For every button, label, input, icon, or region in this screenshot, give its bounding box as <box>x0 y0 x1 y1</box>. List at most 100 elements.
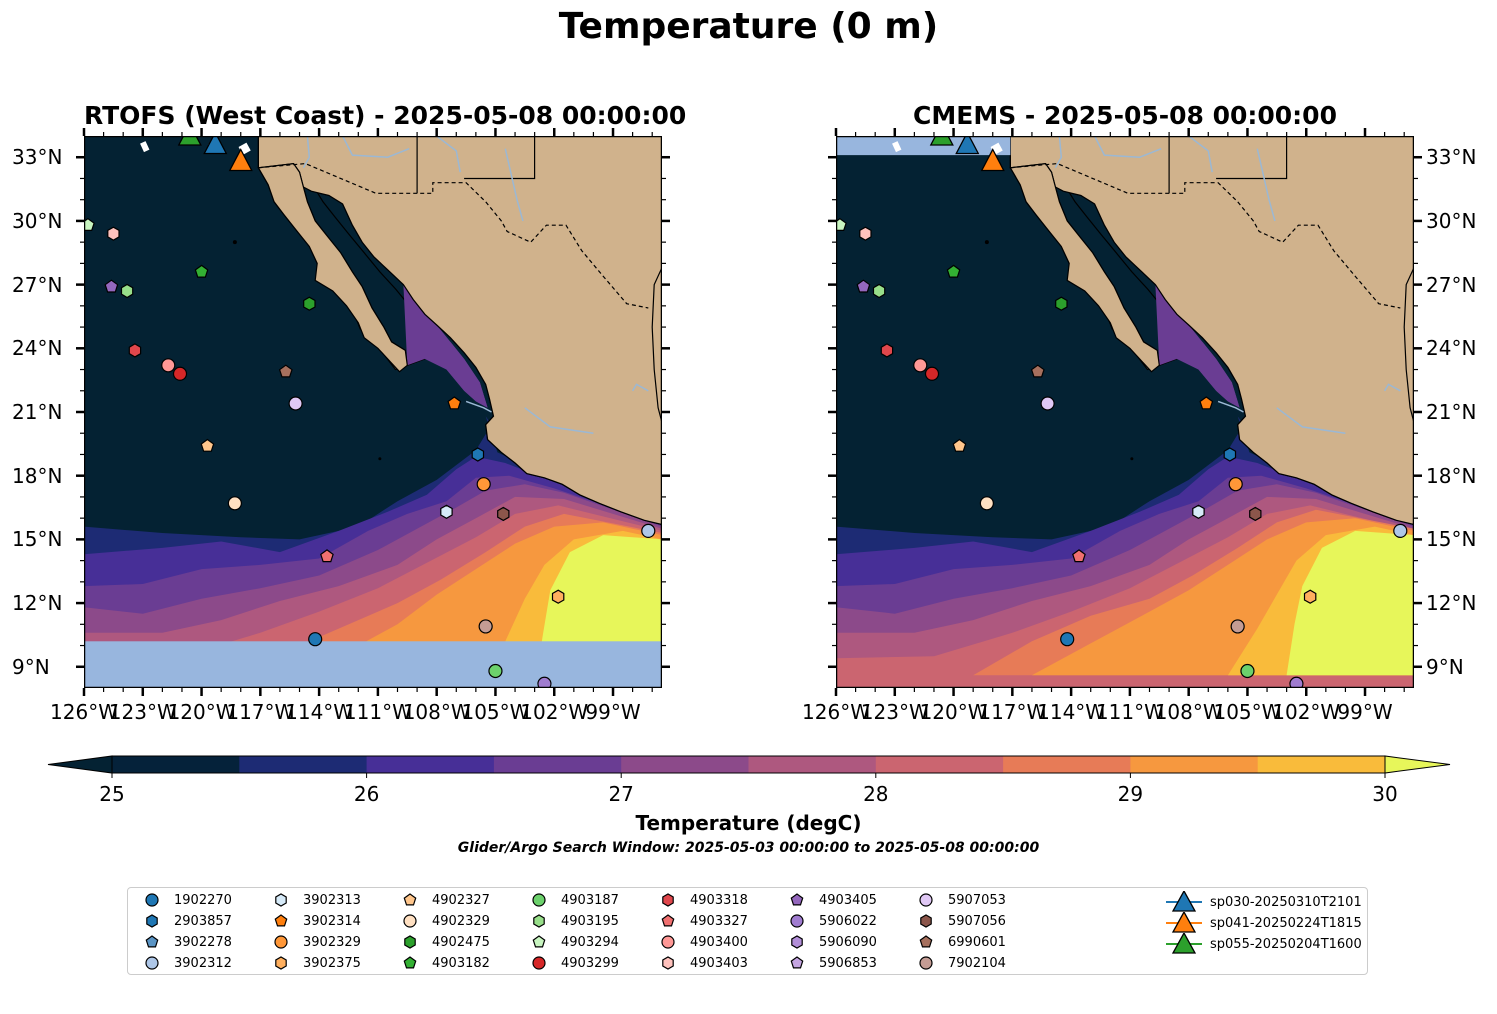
float-4903318 <box>880 343 894 358</box>
float-5907056 <box>1249 506 1262 522</box>
float-6990601 <box>278 364 293 378</box>
float-5906022 <box>1289 676 1304 688</box>
lat-label: 27°N <box>12 272 63 297</box>
float-4903187 <box>1240 663 1255 679</box>
lon-label: 108°W <box>1154 700 1223 724</box>
lat-label: 15°N <box>12 527 63 552</box>
float-5906022 <box>537 676 552 688</box>
legend-item-4903195: 4903195 <box>525 913 619 929</box>
float-3902375 <box>551 589 565 604</box>
legend-marker <box>532 893 546 907</box>
glider-sp055-20250204T1600 <box>177 136 202 146</box>
legend-marker <box>533 914 545 928</box>
legend-item-4903182: 4903182 <box>396 955 490 971</box>
legend-item-6990601: 6990601 <box>912 934 1006 950</box>
float-3902313 <box>440 504 453 519</box>
float-3902329 <box>1228 477 1243 492</box>
colorbar-segment <box>112 756 240 773</box>
lat-label: 27°N <box>1426 272 1477 297</box>
float-4902327 <box>200 438 215 452</box>
legend-item-3902312: 3902312 <box>138 955 232 971</box>
lat-label: 12°N <box>12 591 63 616</box>
legend-marker <box>404 935 416 949</box>
colorbar-under-extend <box>47 755 113 774</box>
legend-item-3902375: 3902375 <box>267 955 361 971</box>
legend-item-4903318: 4903318 <box>654 892 748 908</box>
axis-ticks <box>76 128 1422 696</box>
legend-item-sp041-20250224T1815: sp041-20250224T1815 <box>1166 912 1362 934</box>
float-7902104 <box>1230 619 1245 634</box>
legend-item-4903299: 4903299 <box>525 955 619 971</box>
legend-marker <box>919 893 933 907</box>
lon-label: 123°W <box>108 700 177 724</box>
lon-label: 117°W <box>978 700 1047 724</box>
float-4903299 <box>172 366 188 381</box>
float-2903857 <box>1223 447 1237 462</box>
float-4903403 <box>107 226 120 241</box>
legend-item-4902327: 4902327 <box>396 892 490 908</box>
legend-marker <box>1171 912 1197 933</box>
colorbar-tick-label: 27 <box>608 782 634 806</box>
legend-marker <box>275 956 287 970</box>
legend-marker <box>919 956 933 970</box>
float-4903327 <box>1072 549 1086 563</box>
float-4903294 <box>836 217 847 232</box>
float-4903299 <box>924 366 940 381</box>
lat-label: 9°N <box>12 654 50 679</box>
float-4903318 <box>128 343 142 358</box>
float-4902329 <box>227 496 242 511</box>
legend-item-5906090: 5906090 <box>783 934 877 950</box>
glider-sp041-20250224T1815 <box>980 148 1005 172</box>
float-3902312 <box>1393 523 1408 538</box>
lat-label: 12°N <box>1426 591 1477 616</box>
legend-item-7902104: 7902104 <box>912 955 1006 971</box>
legend-marker <box>661 935 675 949</box>
legend-item-sp055-20250204T1600: sp055-20250204T1600 <box>1166 933 1362 955</box>
float-4903195 <box>872 283 886 299</box>
lat-label: 21°N <box>12 400 63 424</box>
float-4903182 <box>946 264 961 278</box>
legend-item-5906853: 5906853 <box>783 955 877 971</box>
float-3902375 <box>1303 589 1317 604</box>
float-7902104 <box>478 619 493 634</box>
legend-item-3902313: 3902313 <box>267 892 361 908</box>
legend-item-3902278: 3902278 <box>138 934 232 950</box>
lat-label: 21°N <box>1426 400 1477 424</box>
float-4903400 <box>161 358 176 373</box>
lon-label: 126°W <box>802 700 870 724</box>
lon-label: 126°W <box>50 700 118 724</box>
legend-marker <box>790 893 804 906</box>
float-4903403 <box>859 226 872 241</box>
float-4903187 <box>488 663 503 679</box>
lon-label: 123°W <box>860 700 929 724</box>
lon-label: 108°W <box>402 700 471 724</box>
lon-label: 99°W <box>585 700 641 724</box>
lat-label: 18°N <box>12 463 63 488</box>
float-4902475 <box>1055 296 1068 311</box>
axis-labels: 33°N 30°N 27°N 24°N 21°N 18°N 15°N 12°N 9°N 126°W… <box>12 145 1477 724</box>
colorbar-tick-label: 25 <box>99 782 125 806</box>
colorbar-over-extend <box>1384 755 1451 774</box>
lon-label: 105°W <box>461 700 530 724</box>
legend-item-4903403: 4903403 <box>654 955 748 971</box>
legend-marker <box>919 935 933 948</box>
float-5907053 <box>1040 396 1055 411</box>
colorbar-tick-label: 26 <box>353 782 380 806</box>
legend-marker <box>790 956 804 969</box>
legend-marker <box>791 935 803 949</box>
colorbar-segment <box>1130 756 1259 773</box>
legend-item-3902314: 3902314 <box>267 913 361 929</box>
lat-label: 30°N <box>1426 208 1477 233</box>
float-4903400 <box>913 358 928 373</box>
float-4903195 <box>120 283 134 299</box>
legend-marker <box>790 914 804 928</box>
glider-sp030-20250310T2101 <box>955 136 980 155</box>
legend-marker <box>532 956 546 970</box>
legend-marker <box>274 935 288 949</box>
lat-label: 15°N <box>1426 527 1477 552</box>
legend-item-3902329: 3902329 <box>267 934 361 950</box>
colorbar-segment <box>493 756 622 773</box>
legend: 1902270 2903857 3902278 3902312 3902313 39023… <box>127 887 1368 975</box>
search-window-text: Glider/Argo Search Window: 2025-05-03 00… <box>457 840 1040 856</box>
legend-item-4903400: 4903400 <box>654 934 748 950</box>
